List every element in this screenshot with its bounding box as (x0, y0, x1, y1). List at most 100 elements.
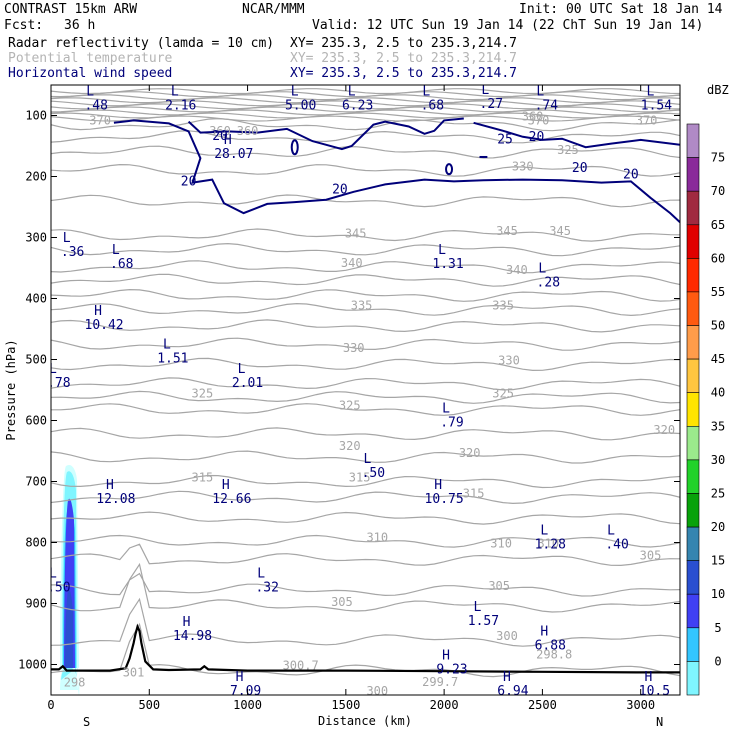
extremum-type: L (112, 243, 120, 258)
extremum-value: 5.00 (285, 98, 316, 113)
theta-contour-label: 345 (496, 224, 518, 238)
colorbar-swatch (686, 459, 700, 494)
theta-contour-label: 301 (123, 666, 145, 680)
extremum-value: .50 (362, 466, 385, 481)
y-tick-label: 700 (25, 475, 47, 489)
colorbar-swatch (686, 425, 700, 461)
extremum-type: H (503, 670, 511, 685)
theta-contour (51, 260, 680, 274)
colorbar-swatch (686, 325, 700, 360)
wind-contour-25 (473, 121, 680, 149)
low-marker: L1.57 (468, 600, 499, 629)
colorbar-level: 75 (711, 151, 725, 165)
theta-contour (51, 511, 680, 525)
high-marker: H10.5 (639, 670, 670, 695)
colorbar-level: 15 (711, 554, 725, 568)
extremum-type: L (646, 84, 654, 99)
extremum-value: 1.28 (535, 538, 566, 553)
extremum-value: .27 (480, 97, 503, 112)
colorbar-swatch (686, 358, 700, 394)
theta-contour-label: 300 (366, 684, 388, 698)
theta-contour-label: 298 (64, 675, 86, 689)
extremum-value: 10.75 (425, 492, 464, 507)
theta-contour-label: 360 (522, 109, 544, 123)
theta-contour-label: 320 (459, 446, 481, 460)
extremum-type: L (238, 362, 246, 377)
theta-contour-label: 340 (341, 256, 363, 270)
theta-contour-label: 345 (549, 224, 571, 238)
extremum-value: .68 (421, 98, 444, 113)
wind-contour-label: 20 (572, 161, 588, 176)
extremum-type: H (236, 670, 244, 685)
high-marker: H7.09 (230, 670, 261, 695)
theta-contour-strat (51, 94, 680, 101)
x-axis-label: Distance (km) (318, 714, 412, 728)
colorbar-level: 30 (711, 453, 725, 467)
colorbar-swatch (686, 190, 700, 226)
theta-contour-label: 305 (331, 595, 353, 609)
theta-contour-label: 305 (640, 549, 662, 563)
colorbar-level: 50 (711, 319, 725, 333)
extremum-type: L (49, 362, 57, 377)
fcst-value: 36 h (64, 18, 95, 33)
extremum-type: L (348, 84, 356, 99)
theta-contour (51, 622, 680, 678)
colorbar-swatch (686, 258, 700, 293)
colorbar-level: 65 (711, 218, 725, 232)
extremum-value: 2.16 (165, 98, 196, 113)
x-tick-label: 1500 (331, 698, 360, 712)
theta-contour (51, 597, 680, 647)
theta-contour (51, 302, 680, 317)
high-marker: H6.88 (535, 624, 566, 653)
colorbar-swatch (686, 123, 700, 158)
theta-contour (51, 145, 680, 159)
theta-contour (51, 377, 680, 391)
theta-contour-label: 360 (209, 124, 231, 138)
wind-contour-closed (445, 163, 454, 176)
theta-contour-label: 335 (351, 298, 373, 312)
y-tick-label: 500 (25, 353, 47, 367)
extremum-type: L (607, 524, 615, 539)
colorbar-level: 20 (711, 520, 725, 534)
colorbar-swatch (686, 392, 700, 427)
theta-contour (51, 288, 680, 302)
colorbar-swatch (686, 560, 700, 595)
extremum-type: H (94, 304, 102, 319)
theta-contour-label: 370 (636, 114, 658, 128)
theta-contour-strat (51, 88, 680, 95)
low-marker: L1.28 (535, 524, 566, 553)
wind-contour-label: 25 (497, 133, 513, 148)
y-axis: 100 200 300 400 500 600 700 800 900 1000 (18, 109, 680, 672)
colorbar-level: 35 (711, 419, 725, 433)
extremum-value: .32 (255, 580, 278, 595)
theta-contour-label: 340 (506, 263, 528, 277)
x-tick-label: 500 (138, 698, 160, 712)
extremum-type: H (442, 649, 450, 664)
high-marker: H28.07 (214, 133, 253, 162)
extremum-value: 6.23 (342, 98, 373, 113)
theta-contour-label: 315 (463, 486, 485, 500)
extremum-value: 1.31 (432, 257, 463, 272)
theta-contour-label: 370 (528, 114, 550, 128)
extremum-type: L (171, 84, 179, 99)
extremum-type: L (363, 452, 371, 467)
extremum-type: L (49, 566, 57, 581)
init-time: Init: 00 UTC Sat 18 Jan 14 (519, 2, 723, 17)
theta-contour-label: 325 (339, 399, 361, 413)
extremum-type: L (163, 338, 171, 353)
theta-contours (51, 88, 680, 678)
low-marker: L.74 (535, 85, 559, 113)
low-marker: L.28 (537, 261, 560, 290)
y-tick-label: 1000 (18, 658, 47, 672)
reflectivity-column (60, 464, 79, 668)
y-tick-label: 300 (25, 231, 47, 245)
low-marker: L.36 (61, 231, 84, 260)
extremum-type: L (538, 261, 546, 276)
extremum-value: .28 (537, 275, 560, 290)
extremum-value: .74 (535, 98, 559, 113)
colorbar-level: 10 (711, 587, 725, 601)
colorbar-swatch (686, 224, 700, 259)
